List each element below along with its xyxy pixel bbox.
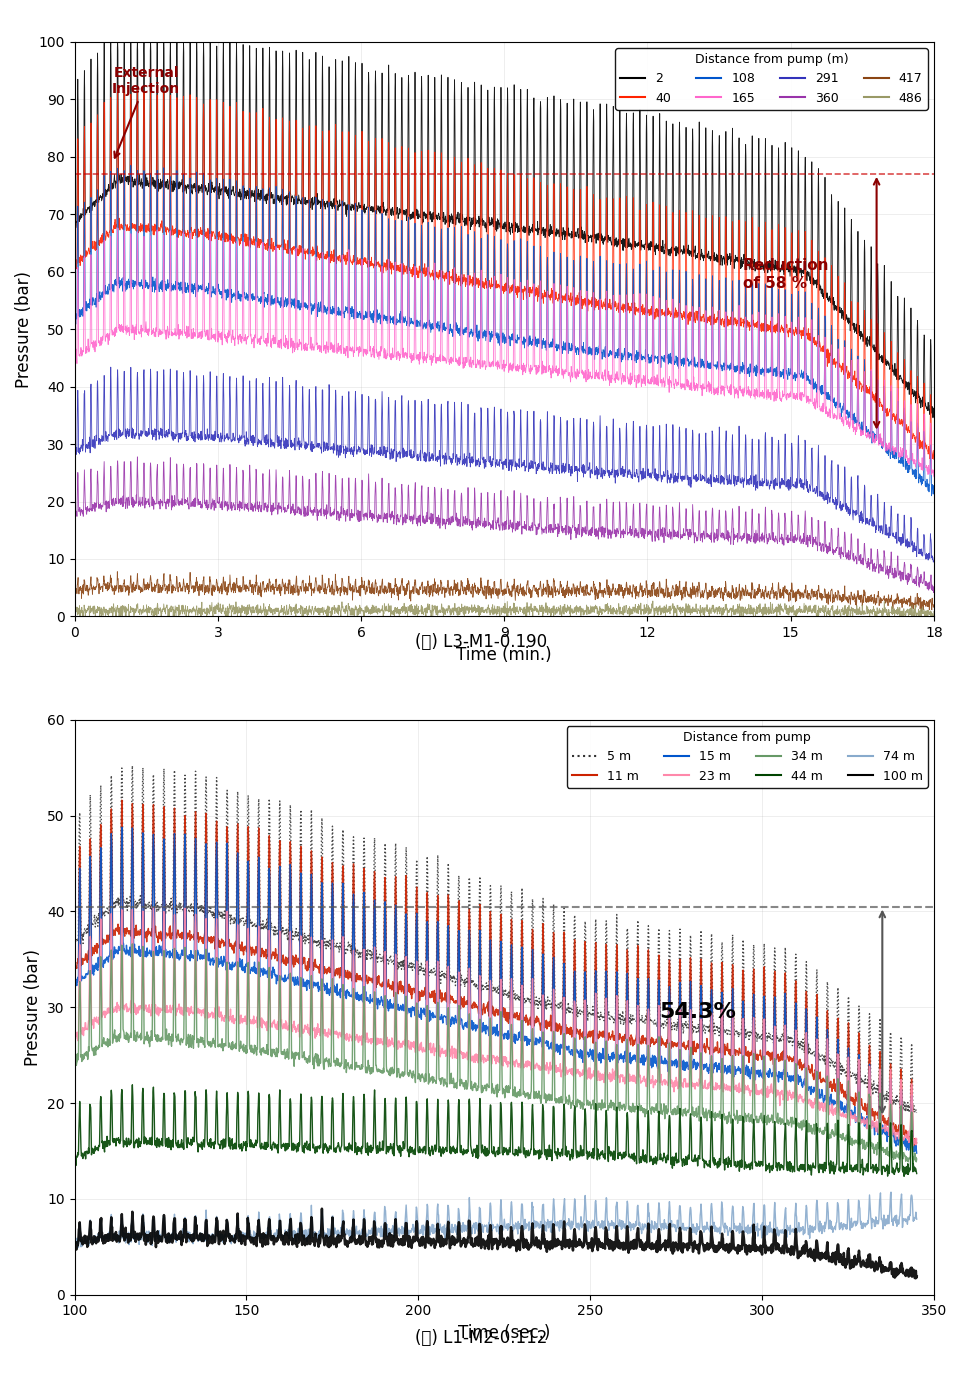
Text: External
Injection: External Injection (112, 67, 180, 157)
Y-axis label: Pressure (bar): Pressure (bar) (24, 949, 41, 1066)
Legend: 5 m, 11 m, 15 m, 23 m, 34 m, 44 m, 74 m, 100 m: 5 m, 11 m, 15 m, 23 m, 34 m, 44 m, 74 m,… (566, 727, 926, 788)
Y-axis label: Pressure (bar): Pressure (bar) (15, 270, 33, 387)
Text: Reduction
of 58 %: Reduction of 58 % (742, 259, 828, 291)
X-axis label: Time (sec.): Time (sec.) (457, 1324, 550, 1342)
X-axis label: Time (min.): Time (min.) (456, 646, 552, 664)
Text: 54.3%: 54.3% (658, 1002, 735, 1022)
Text: (나) L1-M2-0.112: (나) L1-M2-0.112 (414, 1329, 547, 1347)
Text: (가) L3-M1-0.190: (가) L3-M1-0.190 (414, 633, 547, 651)
Legend: 2, 40, 108, 165, 291, 360, 417, 486: 2, 40, 108, 165, 291, 360, 417, 486 (615, 47, 926, 110)
